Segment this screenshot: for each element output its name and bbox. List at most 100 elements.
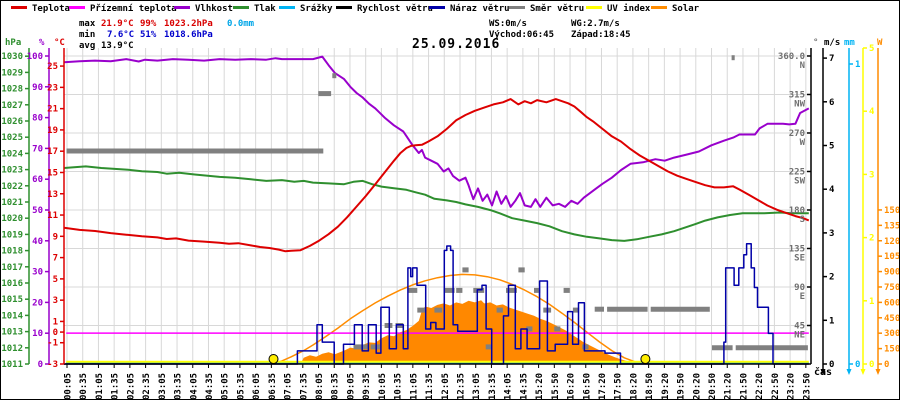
time-label: 07:35 [299,373,309,400]
pressure-axis-label: 1023 [1,166,23,176]
humidity-axis-label: 70 [32,144,43,154]
temp-axis-label: 5 [53,275,58,285]
legend-item-uv-index: UV index [586,4,650,14]
solar-axis-arrow-icon [875,369,881,375]
time-label: 11:05 [409,373,419,400]
uv-axis-label: 4 [869,107,875,117]
solar-axis-label: 300 [884,329,900,339]
stat-max-temp: 21.9°C [101,19,134,29]
humidity-axis-label: 100 [27,52,43,62]
prizemni-teplota-swatch-icon [69,6,85,9]
time-label: 20:50 [708,373,718,400]
pressure-axis-label: 1021 [1,198,23,208]
wind-axis-label: 7 [829,54,834,64]
stat-sunset: Západ:18:45 [571,30,631,40]
direction-axis-label: 225 [789,167,805,177]
time-label: 10:05 [378,373,388,400]
solar-axis-label: 750 [884,283,900,293]
pressure-axis-label: 1016 [1,279,23,289]
time-label: 15:50 [551,373,561,400]
time-label: 03:05 [158,373,168,400]
direction-axis-label: 270 [789,129,805,139]
wind-axis-label: 4 [829,185,835,195]
direction-axis-compass-label: N [800,61,805,71]
time-label: 09:05 [346,373,356,400]
series-humidity [63,55,810,208]
wind-axis-label: 0 [829,360,834,370]
time-label: 14:35 [519,373,529,400]
temp-axis-label: 19 [47,126,58,136]
time-label: 08:05 [315,373,325,400]
time-label: 00:35 [79,373,89,400]
humidity-axis-label: 0 [38,360,43,370]
legend-item-srazky: Srážky [279,4,333,14]
direction-axis-label: 360.0 [778,52,805,62]
humidity-axis-label: 50 [32,206,43,216]
uv-axis-label: 3 [869,170,874,180]
uv-axis-label: 2 [869,234,874,244]
uv-axis-arrow-icon [860,369,866,375]
direction-axis-label: 135 [789,244,805,254]
wind-axis-label: 2 [829,273,834,283]
temp-axis-label: 11 [47,211,58,221]
stat-sunrise: Východ:06:45 [489,30,555,40]
legend-item-rychlost-vetru: Rychlost větru [336,4,433,14]
direction-axis-compass-label: S [800,215,805,225]
time-label: 12:35 [457,373,467,400]
teplota-swatch-icon [11,6,27,9]
direction-axis-label: 90 [794,283,805,293]
solar-axis-label: 450 [884,314,900,324]
pressure-axis-label: 1024 [1,149,23,159]
time-label: 01:05 [95,373,105,400]
time-label: 00:05 [64,373,74,400]
temp-axis-label: 21 [47,105,58,115]
pressure-axis-label: 1015 [1,295,23,305]
time-label: 12:05 [441,373,451,400]
time-label: 07:05 [284,373,294,400]
time-label: 18:20 [629,373,639,400]
pressure-axis-label: 1020 [1,214,23,224]
solar-axis-label: 150 [884,345,900,355]
wind-axis-header: m/s [824,38,840,48]
time-label: 21:20 [724,373,734,400]
stat-avg-temp: 13.9°C [101,41,134,51]
pressure-axis-label: 1028 [1,85,23,95]
solar-axis-label: 0 [884,360,889,370]
humidity-axis-header: % [39,38,45,48]
stat-wind-gust: WG:2.7m/s [571,19,620,29]
solar-axis-label: 600 [884,298,900,308]
stat-min-temp: 7.6°C [107,30,135,40]
direction-axis-compass-label: NE [794,330,805,340]
temp-axis-label: 9 [53,232,58,242]
stat-max-pressure: 1023.2hPa [164,19,213,29]
direction-axis-label: 180 [789,206,805,216]
sunset-marker [640,354,651,364]
stat-min-label: min [79,30,96,40]
pressure-axis-label: 1029 [1,68,23,78]
time-label: 06:05 [252,373,262,400]
legend-item-solar: Solar [651,4,699,14]
time-label: 16:20 [567,373,577,400]
legend-item-teplota: Teplota [11,4,70,14]
rain-axis-header: mm [844,38,855,48]
solar-axis-header: W [877,38,883,48]
time-label: 03:35 [174,373,184,400]
uv-index-swatch-icon [586,6,602,9]
chart-date: 25.09.2016 [412,37,501,52]
time-label: 08:35 [331,373,341,400]
uv-axis-label: 5 [869,44,874,54]
series-pressure [63,165,809,242]
temp-axis-label: 25 [47,62,58,72]
time-label: 15:20 [535,373,545,400]
temp-axis-label: 1 [53,317,58,327]
solar-axis-label: 1050 [884,252,900,262]
time-label: 19:50 [677,373,687,400]
stat-min-pressure: 1018.6hPa [164,30,213,40]
direction-axis-label: 45 [794,321,805,331]
direction-axis-compass-label: SE [794,253,805,263]
series-wind-gust [64,243,809,365]
solar-axis-label: 1350 [884,221,900,231]
rychlost-vetru-swatch-icon [336,6,352,9]
